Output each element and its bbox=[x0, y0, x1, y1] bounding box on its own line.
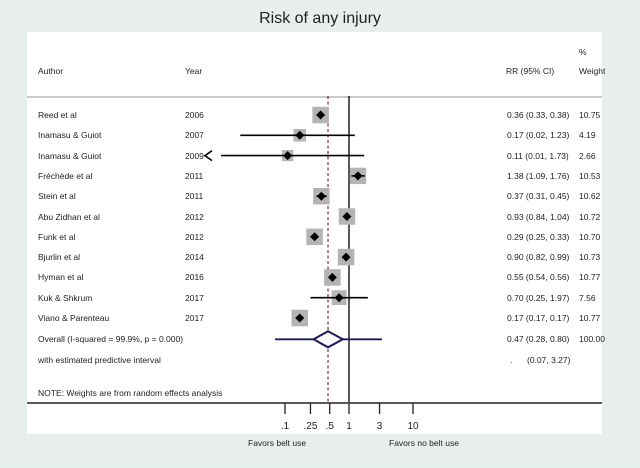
column-header-year: Year bbox=[185, 66, 203, 76]
x-tick-label: 10 bbox=[407, 421, 419, 432]
study-year: 2009 bbox=[185, 150, 204, 161]
study-year: 2011 bbox=[185, 170, 204, 181]
study-weight-text: 10.53 bbox=[579, 170, 601, 181]
x-tick-label: .1 bbox=[281, 421, 290, 432]
point-estimate bbox=[295, 130, 305, 140]
study-year: 2011 bbox=[185, 191, 204, 202]
column-header-author: Author bbox=[38, 66, 64, 76]
point-estimate bbox=[327, 272, 337, 282]
study-ci-text: 1.38 (1.09, 1.76) bbox=[507, 170, 570, 181]
study-ci-text: 0.37 (0.31, 0.45) bbox=[507, 191, 570, 202]
study-ci-text: 0.93 (0.84, 1.04) bbox=[507, 211, 570, 222]
study-weight-text: 10.72 bbox=[579, 211, 601, 222]
study-ci-text: 0.11 (0.01, 1.73) bbox=[507, 150, 569, 161]
point-estimate bbox=[283, 151, 293, 161]
study-author: Funk et al bbox=[38, 231, 76, 242]
x-tick-label: .25 bbox=[304, 421, 318, 432]
predictive-dot: . bbox=[510, 354, 513, 365]
predictive-label: with estimated predictive interval bbox=[38, 354, 161, 365]
study-ci-text: 0.90 (0.82, 0.99) bbox=[507, 252, 570, 263]
note-text: NOTE: Weights are from random effects an… bbox=[38, 388, 223, 398]
study-author: Viano & Parenteau bbox=[38, 313, 110, 323]
point-estimate bbox=[316, 110, 326, 120]
study-ci-text: 0.36 (0.33, 0.38) bbox=[507, 110, 570, 120]
study-weight-text: 10.77 bbox=[579, 313, 601, 323]
point-estimate bbox=[341, 252, 351, 262]
study-author: Abu Zidhan et al bbox=[38, 211, 100, 222]
overall-diamond bbox=[311, 330, 345, 349]
study-weight-text: 10.70 bbox=[579, 231, 601, 242]
column-header-rr: RR (95% CI) bbox=[506, 66, 555, 76]
study-year: 2012 bbox=[185, 231, 204, 242]
study-year: 2006 bbox=[185, 110, 204, 120]
right-favor-label: Favors no belt use bbox=[389, 438, 459, 448]
study-year: 2017 bbox=[185, 313, 204, 323]
study-weight-text: 4.19 bbox=[579, 130, 596, 141]
study-ci-text: 0.17 (0.17, 0.17) bbox=[507, 313, 570, 323]
chart-title: Risk of any injury bbox=[259, 10, 381, 27]
study-weight-text: 7.56 bbox=[579, 292, 596, 303]
overall-ci-text: 0.47 (0.28, 0.80) bbox=[507, 334, 570, 345]
point-estimate bbox=[295, 313, 305, 323]
x-tick-label: 1 bbox=[346, 421, 352, 432]
left-favor-label: Favors belt use bbox=[248, 438, 307, 448]
study-author: Kuk & Shkrum bbox=[38, 292, 93, 303]
study-ci-text: 0.55 (0.54, 0.56) bbox=[507, 272, 570, 283]
study-year: 2007 bbox=[185, 130, 204, 141]
study-year: 2017 bbox=[185, 292, 204, 303]
column-header-weight-percent: % bbox=[579, 47, 587, 57]
study-weight-text: 2.66 bbox=[579, 150, 596, 161]
predictive-ci-text: (0.07, 3.27) bbox=[527, 354, 571, 365]
study-author: Inamasu & Guiot bbox=[38, 150, 102, 161]
ci-truncation-arrow bbox=[203, 149, 213, 162]
point-estimate bbox=[310, 232, 320, 242]
study-year: 2016 bbox=[185, 272, 204, 283]
study-year: 2014 bbox=[185, 252, 204, 263]
study-author: Stein et al bbox=[38, 191, 76, 202]
point-estimate bbox=[316, 191, 326, 201]
point-estimate bbox=[353, 171, 363, 181]
overall-label: Overall (I-squared = 99.9%, p = 0.000) bbox=[38, 334, 184, 345]
study-ci-text: 0.70 (0.25, 1.97) bbox=[507, 292, 570, 303]
study-author: Fréchède et al bbox=[38, 170, 93, 181]
x-tick-label: .5 bbox=[326, 421, 335, 432]
x-tick-label: 3 bbox=[377, 421, 383, 432]
study-year: 2012 bbox=[185, 211, 204, 222]
study-author: Inamasu & Guiot bbox=[38, 130, 102, 141]
point-estimate bbox=[334, 293, 344, 303]
study-author: Hyman et al bbox=[38, 272, 84, 283]
study-weight-text: 10.77 bbox=[579, 272, 601, 283]
point-estimate bbox=[342, 212, 352, 221]
study-weight-text: 10.73 bbox=[579, 252, 601, 263]
study-weight-text: 10.62 bbox=[579, 191, 601, 202]
study-ci-text: 0.17 (0.02, 1.23) bbox=[507, 130, 570, 141]
study-author: Bjurlin et al bbox=[38, 252, 81, 263]
column-header-weight: Weight bbox=[579, 66, 606, 76]
study-ci-text: 0.29 (0.25, 0.33) bbox=[507, 231, 570, 242]
study-author: Reed et al bbox=[38, 110, 77, 120]
study-weight-text: 10.75 bbox=[579, 110, 601, 120]
overall-weight-text: 100.00 bbox=[579, 334, 605, 345]
